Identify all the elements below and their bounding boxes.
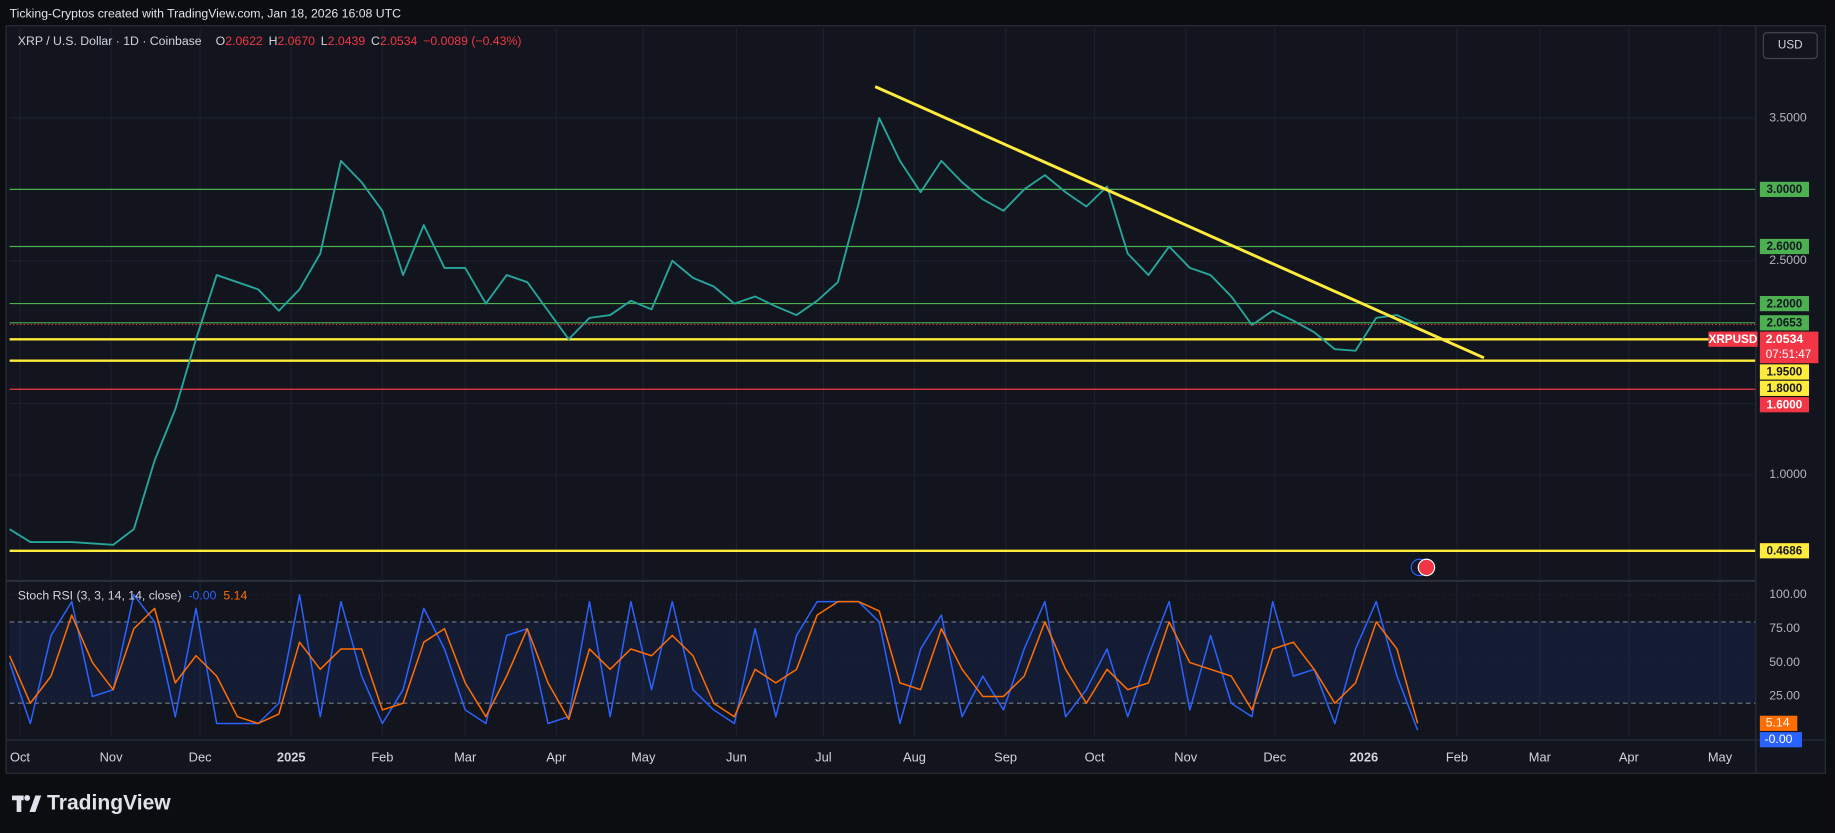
series-line bbox=[9, 117, 1419, 546]
level-tag-label: 1.9500 bbox=[1767, 366, 1803, 379]
currency-button[interactable] bbox=[1762, 32, 1818, 60]
legend-item: −0.0089 (−0.43%) bbox=[423, 34, 521, 48]
level-tag-label: 2.2000 bbox=[1767, 297, 1803, 310]
x-tick-label: Jul bbox=[815, 750, 831, 765]
price-tag-name: XRPUSD bbox=[1709, 333, 1758, 346]
x-tick-label: Oct bbox=[10, 750, 30, 765]
x-tick-label: Aug bbox=[903, 750, 926, 765]
x-tick-label: Dec bbox=[1263, 750, 1286, 765]
level-tag bbox=[1759, 181, 1809, 197]
legend-item: L bbox=[321, 34, 328, 48]
y-tick-label: 75.00 bbox=[1769, 621, 1800, 635]
countdown: 07:51:47 bbox=[1766, 348, 1812, 361]
legend-item: 2.0439 bbox=[328, 34, 366, 48]
level-tag-label: 2.6000 bbox=[1767, 240, 1803, 253]
legend-item: -0.00 bbox=[188, 589, 216, 603]
level-tag bbox=[1759, 315, 1809, 331]
price-tag bbox=[1759, 331, 1819, 364]
level-tag bbox=[1759, 238, 1809, 255]
level-tag-label: 0.4686 bbox=[1767, 544, 1803, 557]
brand-logo bbox=[11, 794, 42, 812]
legend-item: O bbox=[216, 34, 226, 48]
legend-item: 2.0534 bbox=[380, 34, 418, 48]
legend-item: H bbox=[269, 34, 278, 48]
price-legend: XRP / U.S. Dollar · 1D · Coinbase O2.0622… bbox=[18, 34, 522, 48]
x-tick-label: Mar bbox=[454, 750, 477, 765]
currency[interactable]: USD bbox=[1778, 39, 1803, 52]
level-tag bbox=[1759, 397, 1809, 413]
x-tick-label: 2025 bbox=[277, 750, 306, 765]
x-tick-label: Mar bbox=[1529, 750, 1552, 765]
level-tag-label: 1.8000 bbox=[1767, 382, 1803, 395]
x-tick-label: Feb bbox=[371, 750, 393, 765]
series-line bbox=[8, 594, 1419, 731]
stoch-tag-label: -0.00 bbox=[1765, 732, 1793, 746]
level-tag-label: 1.6000 bbox=[1767, 398, 1803, 411]
price-tag-name-box bbox=[1708, 331, 1758, 347]
series-line bbox=[8, 600, 1419, 725]
x-tick-label: May bbox=[1708, 750, 1733, 765]
x-tick-label: Jun bbox=[726, 750, 747, 765]
legend-item: 2.0622 bbox=[225, 34, 263, 48]
level-tag bbox=[1759, 295, 1809, 312]
x-tick-label: Apr bbox=[1619, 750, 1640, 765]
x-tick-label: Nov bbox=[100, 750, 123, 765]
x-tick-label: Apr bbox=[546, 750, 567, 765]
stoch-tag-label: 5.14 bbox=[1766, 716, 1790, 730]
stoch-tag bbox=[1759, 732, 1802, 748]
legend-item: 2.0670 bbox=[277, 34, 315, 48]
x-tick-label: Feb bbox=[1446, 750, 1468, 765]
x-tick-label: Nov bbox=[1174, 750, 1197, 765]
price-tag-value: 2.0534 bbox=[1766, 332, 1804, 346]
level-tag-label: 2.0653 bbox=[1767, 317, 1803, 330]
brand: TradingView bbox=[47, 791, 171, 814]
y-tick-label: 25.00 bbox=[1769, 689, 1800, 703]
stoch-tag bbox=[1759, 715, 1798, 731]
trendline bbox=[874, 85, 1485, 360]
legend-item: XRP / U.S. Dollar · 1D · Coinbase bbox=[18, 34, 202, 48]
x-tick-label: 2026 bbox=[1350, 750, 1379, 765]
x-tick-label: Dec bbox=[189, 750, 212, 765]
x-tick-label: Oct bbox=[1085, 750, 1105, 765]
stoch-legend: Stoch RSI (3, 3, 14, 14, close) -0.00 5.14 bbox=[18, 589, 248, 603]
event-icons bbox=[1410, 558, 1436, 577]
y-tick-label: 3.5000 bbox=[1769, 110, 1807, 124]
x-tick-label: Sep bbox=[994, 750, 1017, 765]
level-tag bbox=[1759, 543, 1809, 559]
level-tag-label: 3.0000 bbox=[1767, 183, 1803, 196]
level-tag bbox=[1759, 380, 1809, 396]
legend-item: Stoch RSI (3, 3, 14, 14, close) bbox=[18, 589, 182, 603]
legend-item: 5.14 bbox=[223, 589, 247, 603]
legend-item: C bbox=[371, 34, 380, 48]
header: Ticking-Cryptos created with TradingView… bbox=[10, 6, 401, 20]
y-tick-label: 1.0000 bbox=[1769, 467, 1807, 481]
level-tag bbox=[1759, 364, 1809, 380]
y-tick-label: 2.5000 bbox=[1769, 253, 1807, 267]
x-tick-label: May bbox=[631, 750, 656, 765]
y-tick-label: 50.00 bbox=[1769, 655, 1800, 669]
y-tick-label: 100.00 bbox=[1769, 587, 1807, 601]
